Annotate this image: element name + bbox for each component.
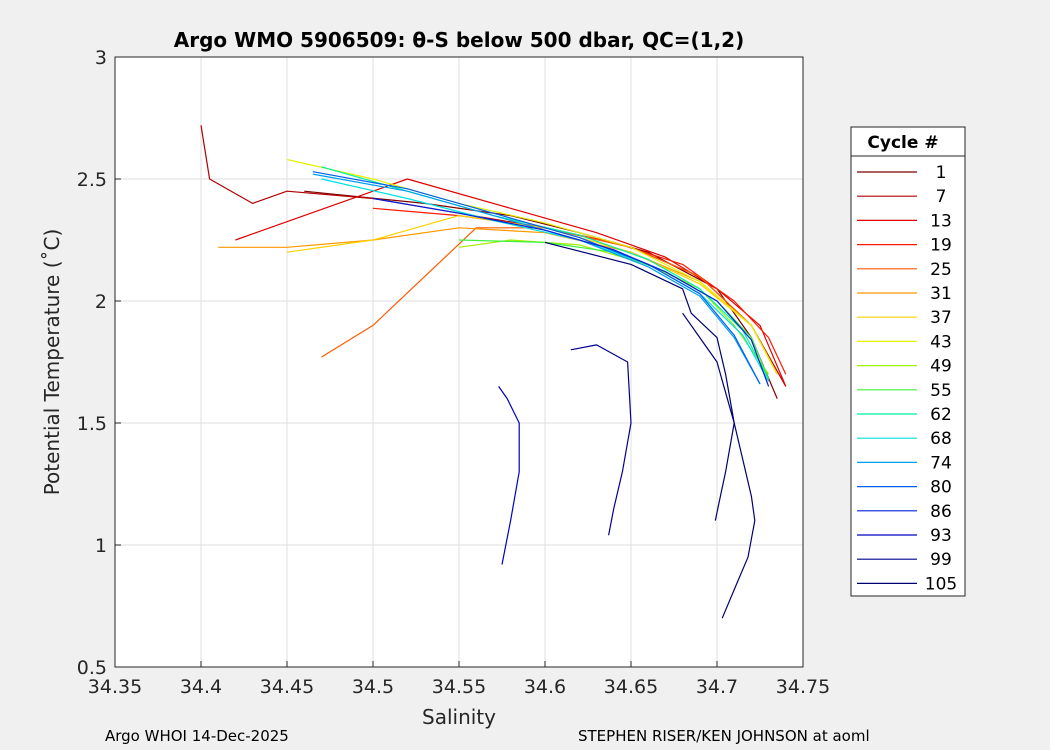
y-axis-ticks: 0.5 1 1.5 2 2.5 3 (77, 47, 121, 679)
y-tick-label: 2.5 (77, 169, 107, 191)
legend-label: 7 (936, 187, 947, 207)
legend-label: 49 (930, 357, 952, 377)
x-tick-label: 34.4 (180, 676, 222, 698)
series-line-cycle-86 (372, 197, 770, 387)
x-axis-ticks: 34.35 34.4 34.45 34.5 34.55 34.6 34.65 34.7 34.7… (88, 661, 830, 698)
series-line-cycle-105b (682, 312, 735, 521)
legend-label: 62 (930, 405, 952, 425)
legend-label: 37 (930, 308, 952, 328)
x-tick-label: 34.75 (776, 676, 830, 698)
legend-title: Cycle # (867, 133, 938, 153)
chart-title: Argo WMO 5906509: θ-S below 500 dbar, QC… (174, 28, 744, 52)
series-line-cycle-43 (286, 158, 778, 375)
x-tick-label: 34.35 (88, 676, 142, 698)
legend-label: 68 (930, 429, 952, 449)
legend-label: 1 (936, 163, 947, 183)
x-tick-label: 34.45 (260, 676, 314, 698)
y-tick-label: 0.5 (77, 657, 107, 679)
legend-label: 99 (930, 550, 952, 570)
legend-label: 31 (930, 284, 952, 304)
data-series (200, 125, 787, 619)
y-tick-label: 2 (95, 291, 107, 313)
x-axis-label: Salinity (422, 705, 496, 729)
legend-label: 43 (930, 332, 952, 352)
y-tick-label: 3 (95, 47, 107, 69)
y-tick-label: 1 (95, 535, 107, 557)
series-line-cycle-68 (321, 178, 770, 382)
legend-entries: 1 7 13 19 25 31 37 43 49 55 62 68 74 80 86 93 99 105 (857, 163, 957, 594)
legend-label: 13 (930, 211, 952, 231)
series-line-cycle-80 (312, 171, 761, 385)
legend-label: 25 (930, 260, 952, 280)
legend-label: 74 (930, 453, 952, 473)
legend-label: 19 (930, 236, 952, 256)
x-tick-label: 34.5 (352, 676, 394, 698)
y-axis-label: Potential Temperature (˚C) (40, 229, 64, 496)
legend: Cycle # 1 7 13 19 25 31 37 43 49 55 62 68 74 80 86 93 99… (850, 126, 966, 597)
legend-box (850, 126, 966, 597)
legend-label: 55 (930, 381, 952, 401)
legend-label: 93 (930, 526, 952, 546)
legend-label: 80 (930, 478, 952, 498)
x-tick-label: 34.6 (524, 676, 566, 698)
series-line-cycle-74 (312, 173, 761, 385)
x-tick-label: 34.65 (604, 676, 658, 698)
footer-right: STEPHEN RISER/KEN JOHNSON at aoml (578, 727, 870, 745)
x-tick-label: 34.55 (432, 676, 486, 698)
legend-label: 105 (925, 574, 957, 594)
y-tick-label: 1.5 (77, 413, 107, 435)
x-tick-label: 34.7 (696, 676, 738, 698)
footer-left: Argo WHOI 14-Dec-2025 (105, 727, 289, 745)
legend-label: 86 (930, 502, 952, 522)
series-line-cycle-93 (498, 386, 520, 565)
series-line-cycle-99 (570, 344, 632, 536)
